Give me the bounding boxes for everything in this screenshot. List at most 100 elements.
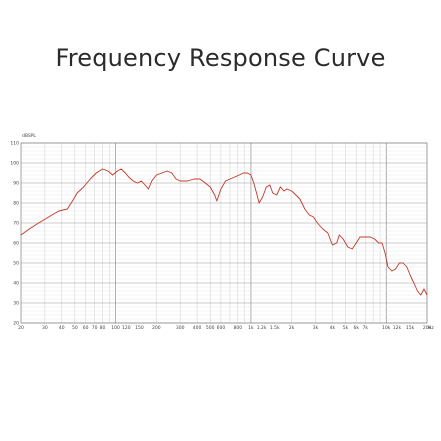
x-tick-label: 80	[100, 325, 106, 331]
data-point	[423, 288, 425, 290]
data-point	[258, 202, 260, 204]
data-point	[161, 172, 163, 174]
x-tick-label: 500	[206, 325, 215, 331]
data-point	[155, 174, 157, 176]
data-point	[171, 172, 173, 174]
data-point	[406, 266, 408, 268]
data-point	[89, 178, 91, 180]
data-point	[378, 242, 380, 244]
data-point	[243, 172, 244, 174]
x-tick-label: 6k	[353, 325, 359, 331]
data-point	[141, 180, 142, 182]
data-point	[250, 174, 252, 176]
data-point	[266, 186, 267, 188]
y-tick-label: 20	[13, 321, 19, 327]
data-point	[426, 294, 428, 296]
y-tick-label: 110	[10, 141, 19, 147]
data-point	[76, 192, 78, 194]
data-point	[313, 216, 314, 218]
data-point	[381, 242, 383, 244]
data-point	[38, 222, 39, 224]
data-point	[269, 184, 271, 186]
data-point	[166, 170, 168, 172]
data-point	[409, 274, 411, 276]
x-tick-label: 100	[111, 325, 120, 331]
data-point	[286, 188, 288, 190]
data-point	[58, 210, 60, 212]
data-point	[72, 200, 73, 202]
y-tick-label: 40	[13, 281, 19, 287]
data-point	[384, 252, 386, 254]
data-point	[387, 266, 389, 268]
x-tick-label: 400	[193, 325, 202, 331]
data-point	[262, 196, 263, 198]
x-tick-label: 20	[18, 325, 24, 331]
x-tick-label: 800	[234, 325, 243, 331]
x-tick-label: 70	[92, 325, 98, 331]
data-point	[364, 236, 366, 238]
x-tick-label: 4k	[330, 325, 336, 331]
data-point	[124, 172, 126, 174]
data-point	[83, 186, 84, 188]
data-point	[413, 282, 415, 284]
data-point	[369, 236, 371, 238]
x-tick-label: 15k	[406, 325, 415, 331]
data-point	[359, 236, 361, 238]
y-tick-label: 60	[13, 241, 19, 247]
y-tick-label: 90	[13, 181, 19, 187]
data-point	[246, 172, 248, 174]
data-point	[351, 248, 353, 250]
data-point	[204, 182, 206, 184]
chart-title: Frequency Response Curve	[55, 44, 386, 72]
data-point	[347, 246, 349, 248]
data-point	[214, 194, 216, 196]
y-tick-label: 80	[13, 201, 19, 207]
x-tick-label: 50	[72, 325, 78, 331]
data-point	[216, 200, 218, 202]
x-tick-label: 600	[217, 325, 226, 331]
series-line	[20, 168, 428, 296]
data-point	[234, 176, 236, 178]
x-tick-label: 12k	[393, 325, 402, 331]
data-point	[128, 176, 130, 178]
data-point	[355, 242, 357, 244]
data-point	[132, 180, 134, 182]
data-point	[28, 228, 30, 230]
x-tick-label: 1.2k	[257, 325, 267, 331]
data-point	[209, 186, 211, 188]
data-point	[399, 262, 400, 264]
x-tick-label: 60	[83, 325, 89, 331]
data-point	[95, 172, 97, 174]
y-tick-label: 50	[13, 261, 19, 267]
data-point	[112, 174, 113, 176]
x-tick-label: 200	[152, 325, 161, 331]
data-point	[280, 186, 281, 188]
data-point	[256, 192, 257, 194]
data-point	[420, 294, 422, 296]
data-point	[193, 178, 195, 180]
data-point	[276, 194, 278, 196]
data-point	[253, 182, 255, 184]
data-point	[374, 238, 375, 240]
x-tick-label: 2k	[289, 325, 295, 331]
x-tick-label: 1k	[248, 325, 254, 331]
data-point	[391, 270, 393, 272]
y-tick-label: 100	[10, 161, 19, 167]
x-tick-label: 3k	[313, 325, 319, 331]
y-tick-label: 70	[13, 221, 19, 227]
data-point	[107, 170, 109, 172]
data-point	[120, 168, 122, 170]
x-tick-label: 7k	[363, 325, 369, 331]
chart-grid	[20, 142, 428, 324]
x-axis-tick-labels: 20 30 40 50 60 70 80 100 120 150 200 300 400 500 600 80…	[18, 325, 431, 331]
data-point	[327, 232, 329, 234]
x-axis-unit-label: Hz	[428, 325, 434, 331]
data-point	[144, 184, 146, 186]
data-point	[66, 208, 68, 210]
data-point	[137, 182, 138, 184]
data-point	[175, 178, 177, 180]
data-point	[179, 180, 181, 182]
data-point	[299, 198, 301, 200]
